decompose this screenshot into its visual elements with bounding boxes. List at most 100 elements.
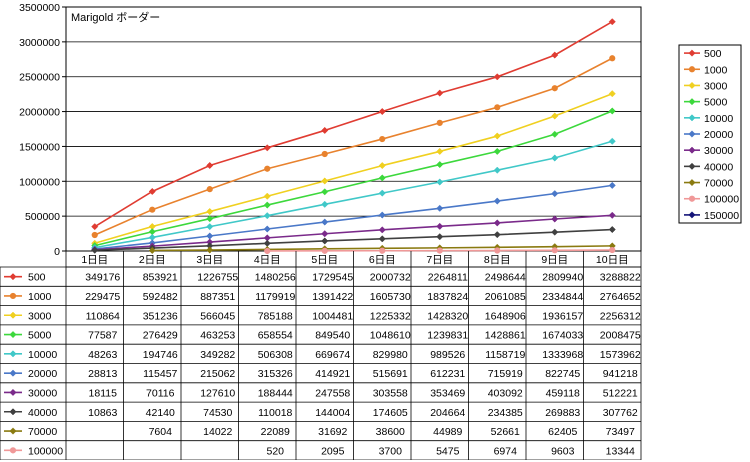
- table-cell: 349176: [85, 272, 120, 284]
- data-point-500: [551, 51, 559, 59]
- data-point-100000: [609, 246, 616, 254]
- table-cell: 1837824: [427, 291, 468, 303]
- legend-marker-5000: [688, 98, 696, 106]
- legend-marker-10000: [688, 114, 696, 122]
- table-row-label-3000: 3000: [28, 310, 52, 322]
- table-row-label-10000: 10000: [28, 349, 57, 361]
- legend-label-1000: 1000: [704, 64, 728, 76]
- table-cell: 506308: [258, 349, 293, 361]
- data-point-100000: [494, 247, 501, 254]
- legend-marker-40000: [688, 162, 696, 170]
- table-cell: 6974: [494, 445, 518, 457]
- data-point-500: [91, 223, 99, 231]
- table-key-marker-40000: [9, 408, 17, 416]
- legend-label-5000: 5000: [704, 97, 728, 109]
- table-cell: 1729545: [312, 272, 353, 284]
- plot-area: [65, 6, 642, 252]
- table-cell: 1480256: [255, 272, 296, 284]
- table-cell: 2498644: [485, 272, 526, 284]
- data-point-500: [206, 161, 214, 170]
- table-cell: 110018: [258, 407, 292, 419]
- table-cell: 315326: [258, 368, 293, 380]
- table-cell: 351236: [143, 310, 178, 322]
- data-point-40000: [91, 246, 99, 254]
- table-key-marker-30000: [9, 388, 17, 397]
- data-point-40000: [551, 228, 559, 236]
- table-cell: 247558: [315, 387, 350, 399]
- x-category-label: 5日目: [311, 254, 338, 266]
- data-point-40000: [436, 233, 444, 241]
- legend-label-3000: 3000: [704, 80, 728, 92]
- legend-marker-3000: [688, 81, 696, 90]
- table-cell: 887351: [200, 291, 235, 303]
- data-point-1000: [436, 119, 443, 126]
- table-cell: 1936157: [542, 310, 583, 322]
- table-cell: 269883: [545, 407, 580, 419]
- table-cell: 669674: [315, 349, 350, 361]
- table-row-label-20000: 20000: [28, 368, 57, 380]
- table-cell: 62405: [548, 426, 577, 438]
- legend-marker-30000: [688, 146, 696, 154]
- data-point-1000: [149, 206, 156, 213]
- table-cell: 658554: [258, 330, 293, 342]
- table-key-marker-20000: [9, 369, 17, 377]
- table-cell: 44989: [433, 426, 462, 438]
- data-point-1000: [551, 85, 558, 92]
- table-key-marker-1000: [9, 292, 17, 300]
- data-point-10000: [436, 178, 444, 186]
- table-cell: 127610: [200, 387, 235, 399]
- series-line-5000: [94, 110, 613, 247]
- data-point-10000: [608, 137, 616, 145]
- y-tick-label: 500000: [25, 211, 60, 223]
- data-point-500: [436, 89, 444, 97]
- data-point-20000: [321, 218, 329, 226]
- table-key-marker-70000: [9, 427, 17, 435]
- data-point-30000: [551, 215, 559, 223]
- table-cell: 28813: [88, 368, 117, 380]
- table-cell: 194746: [143, 349, 178, 361]
- legend-label-100000: 100000: [704, 194, 739, 206]
- table-cell: 1428320: [427, 310, 468, 322]
- legend-label-40000: 40000: [704, 161, 733, 173]
- table-cell: 7604: [149, 426, 173, 438]
- data-point-40000: [608, 225, 616, 234]
- table-cell: 1226755: [197, 272, 238, 284]
- table-row-label-100000: 100000: [28, 445, 63, 457]
- table-row-label-70000: 70000: [28, 426, 57, 438]
- y-tick-label: 3000000: [19, 37, 60, 49]
- table-key-marker-100000: [9, 447, 17, 454]
- data-point-10000: [551, 154, 559, 162]
- data-point-5000: [321, 188, 329, 196]
- data-point-1000: [264, 165, 271, 172]
- data-point-3000: [493, 132, 501, 140]
- table-cell: 1225332: [370, 310, 411, 322]
- data-point-40000: [321, 237, 329, 245]
- data-point-10000: [321, 200, 329, 208]
- data-point-3000: [436, 147, 444, 155]
- data-point-10000: [206, 223, 214, 231]
- table-row-label-500: 500: [28, 272, 46, 284]
- table-cell: 1573962: [600, 349, 641, 361]
- series-line-20000: [94, 184, 613, 250]
- x-category-label: 10日目: [596, 254, 629, 266]
- data-point-500: [148, 187, 156, 196]
- table-cell: 512221: [603, 387, 638, 399]
- table-cell: 77587: [88, 330, 117, 342]
- table-cell: 52661: [491, 426, 520, 438]
- table-cell: 9603: [551, 445, 575, 457]
- table-cell: 1179919: [255, 291, 295, 303]
- data-point-20000: [493, 197, 501, 205]
- table-row-label-30000: 30000: [28, 387, 57, 399]
- table-cell: 520: [266, 445, 284, 457]
- data-point-100000: [551, 247, 558, 254]
- data-point-30000: [493, 219, 501, 227]
- table-cell: 785188: [258, 310, 293, 322]
- data-point-500: [378, 107, 386, 116]
- table-cell: 42140: [146, 407, 175, 419]
- table-cell: 853921: [143, 272, 178, 284]
- data-point-100000: [321, 247, 328, 254]
- data-point-1000: [91, 231, 98, 239]
- data-point-5000: [436, 161, 444, 169]
- table-cell: 1648906: [485, 310, 526, 322]
